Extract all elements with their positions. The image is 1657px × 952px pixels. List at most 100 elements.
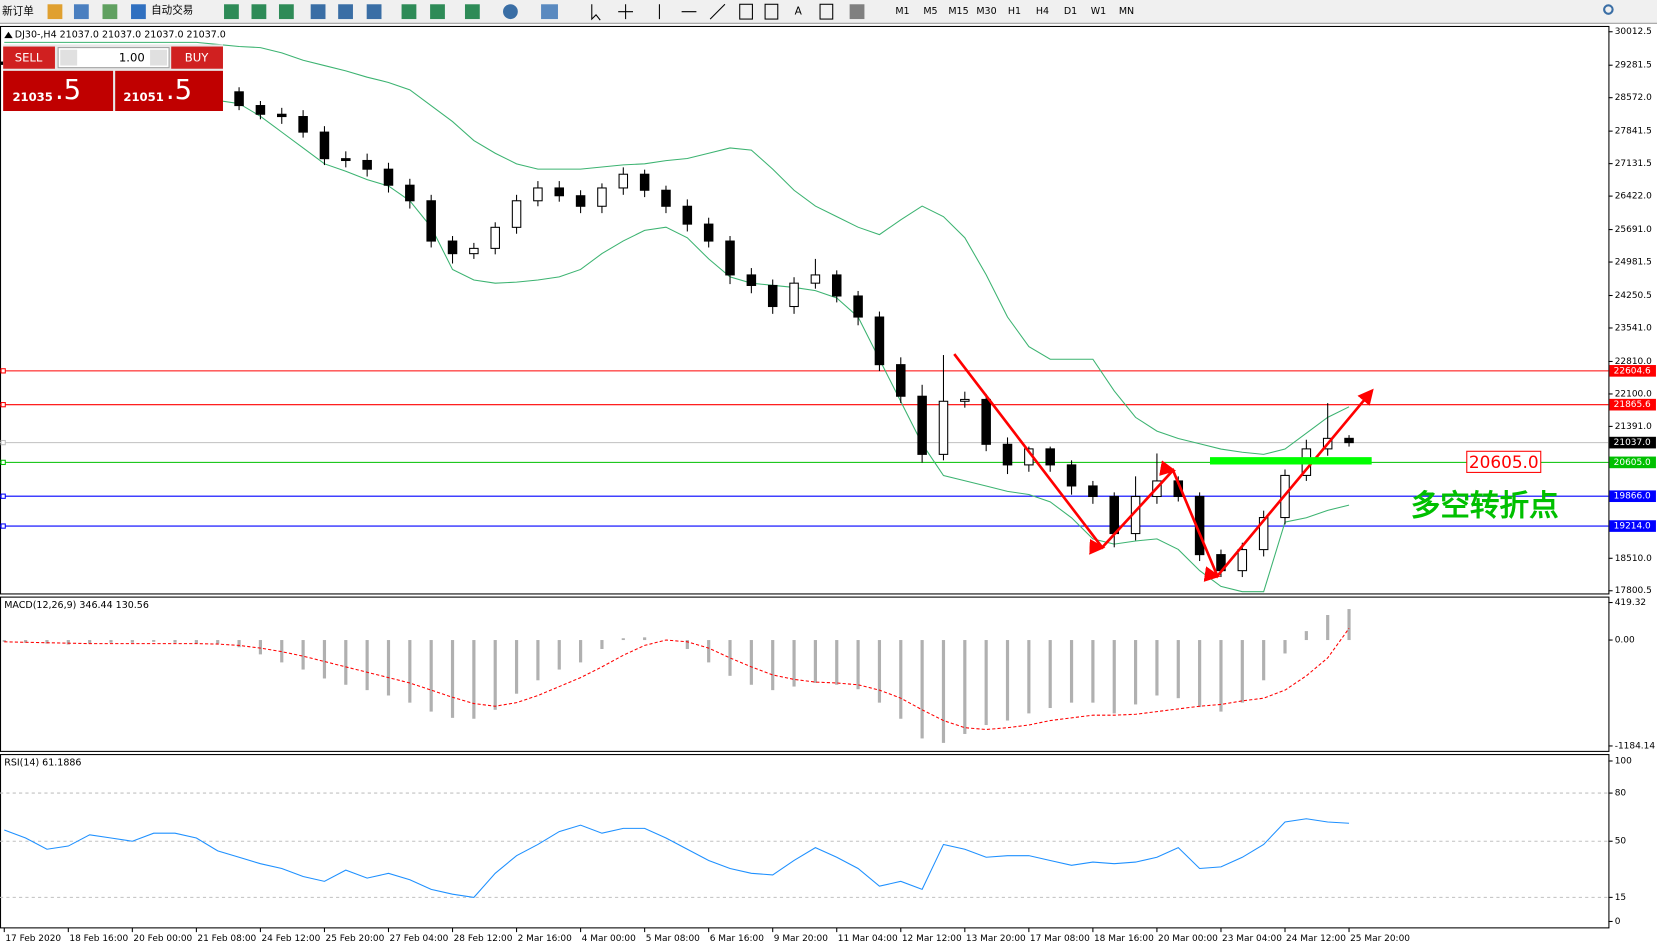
y-tick-label: 0 [1615, 917, 1621, 927]
macd-bar [877, 640, 882, 703]
macd-bar [450, 640, 455, 718]
lot-up[interactable] [150, 49, 167, 66]
icon[interactable] [764, 3, 779, 20]
panel-title: RSI(14) 61.1886 [4, 758, 81, 769]
candle-body [1045, 448, 1055, 466]
y-tick-label: 100 [1615, 756, 1632, 766]
candle-body [703, 223, 714, 242]
timeframe-button[interactable]: MN [1119, 6, 1134, 17]
timeframe-button[interactable]: M15 [948, 6, 968, 17]
icon[interactable] [73, 4, 89, 20]
y-tick-label: 24250.5 [1615, 291, 1652, 301]
icon[interactable] [131, 4, 146, 20]
text-tool-glyph[interactable]: A [795, 6, 803, 18]
macd-bar [216, 640, 220, 644]
x-tick-label: 24 Feb 12:00 [261, 934, 320, 944]
bid-pips[interactable]: .5 [55, 75, 81, 106]
icon[interactable] [401, 4, 417, 20]
icon[interactable] [541, 4, 558, 20]
icon[interactable] [310, 4, 326, 20]
candle-body [853, 295, 863, 318]
timeframe-button[interactable]: D1 [1064, 6, 1077, 17]
cursor-tool[interactable] [591, 4, 601, 21]
icon[interactable] [278, 4, 294, 20]
icon[interactable] [224, 4, 239, 20]
macd-bar [280, 640, 284, 663]
macd-bar [536, 640, 540, 681]
candle-body [1002, 443, 1013, 466]
macd-bar [771, 640, 775, 691]
y-tick-label: 17800.5 [1615, 586, 1652, 596]
icon[interactable] [47, 4, 63, 20]
x-tick-label: 6 Mar 16:00 [710, 934, 764, 944]
bid-box[interactable] [3, 70, 114, 112]
timeframe-button[interactable]: H4 [1036, 6, 1049, 17]
macd-bar [408, 640, 412, 703]
lot-down[interactable] [60, 49, 78, 66]
buy-button[interactable] [171, 46, 223, 69]
macd-bar [194, 640, 198, 644]
x-tick-label: 12 Mar 12:00 [902, 934, 962, 944]
candle-body [383, 168, 394, 186]
macd-bar [685, 640, 689, 649]
crosshair-tool[interactable] [618, 4, 633, 20]
level-label-box [1609, 398, 1656, 411]
bid-price[interactable]: 21035 [12, 90, 52, 104]
icon[interactable] [464, 4, 480, 20]
macd-bar [45, 640, 49, 644]
candle-body [1088, 485, 1098, 498]
search-icon[interactable] [1603, 4, 1614, 15]
timeframe-button[interactable]: M30 [976, 6, 996, 17]
macd-bar [728, 640, 732, 676]
y-tick-label: 0.00 [1615, 636, 1635, 646]
lot-value[interactable]: 1.00 [119, 51, 145, 65]
timeframe-button[interactable]: H1 [1008, 6, 1021, 17]
level-handle [0, 459, 6, 466]
icon[interactable] [430, 4, 445, 20]
y-tick-label: 22810.0 [1615, 357, 1652, 367]
icon[interactable] [849, 4, 865, 20]
x-tick-label: 5 Mar 08:00 [646, 934, 700, 944]
y-tick-label: 26422.0 [1615, 192, 1652, 202]
macd-bar [1027, 640, 1031, 714]
icon[interactable] [503, 4, 518, 20]
macd-bar [429, 640, 433, 712]
macd-bar [600, 640, 604, 649]
icon[interactable] [102, 4, 118, 20]
candle-body [639, 173, 650, 191]
ask-box[interactable] [115, 70, 223, 112]
macd-bar [1091, 640, 1095, 703]
ask-price[interactable]: 21051 [123, 90, 163, 104]
candle-body [255, 105, 266, 115]
timeframe-button[interactable]: M1 [895, 6, 909, 17]
macd-bar [1176, 640, 1180, 699]
icon[interactable] [251, 4, 267, 20]
candle-body [767, 284, 778, 308]
new-order-button[interactable]: 新订单 [2, 5, 34, 18]
lot-input[interactable] [57, 47, 170, 69]
macd-bar [1240, 640, 1244, 703]
timeframe-button[interactable]: W1 [1091, 6, 1106, 17]
timeframe-button[interactable]: M5 [923, 6, 937, 17]
sell-label[interactable]: SELL [15, 51, 43, 65]
ask-pips[interactable]: .5 [166, 75, 192, 106]
icon[interactable] [338, 4, 353, 20]
icon[interactable] [366, 4, 382, 20]
buy-label[interactable]: BUY [185, 51, 209, 65]
annotation-label: 多空转折点 [1411, 487, 1559, 522]
candle-body [1344, 437, 1354, 444]
x-tick-label: 20 Feb 00:00 [133, 934, 192, 944]
y-tick-label: -1184.14 [1615, 741, 1656, 751]
sell-button[interactable] [3, 46, 55, 69]
level-label-box [1609, 436, 1656, 449]
candle-body [597, 187, 607, 207]
icon[interactable] [739, 3, 753, 20]
auto-trade-button[interactable]: 自动交易 [151, 4, 193, 17]
rsi-line [4, 818, 1350, 898]
line-tools[interactable] [658, 3, 726, 20]
icon[interactable] [819, 3, 834, 20]
macd-bar [1112, 640, 1116, 714]
candle-body [981, 398, 991, 445]
trend-arrows [953, 353, 1374, 582]
